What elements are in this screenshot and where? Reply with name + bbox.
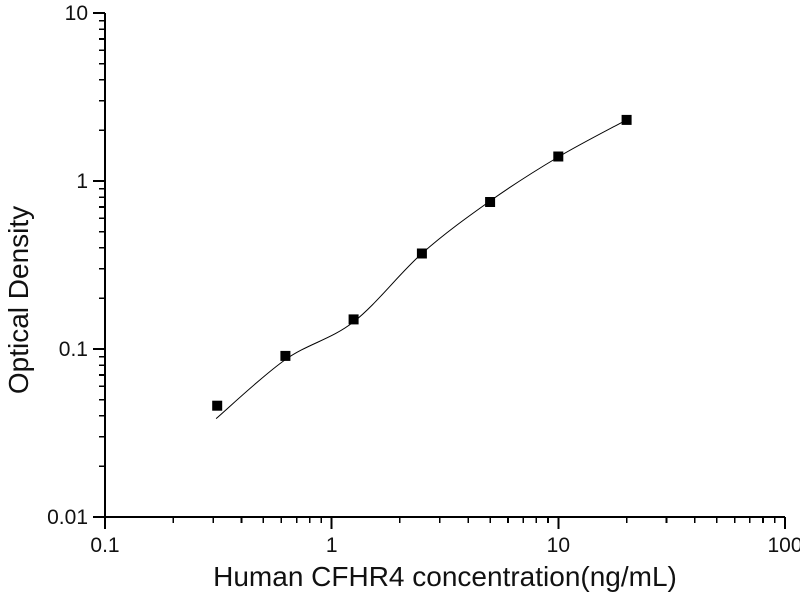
data-point-marker bbox=[553, 151, 564, 162]
x-tick-label: 1 bbox=[326, 534, 338, 557]
y-tick-label: 0.1 bbox=[59, 338, 88, 361]
data-point-marker bbox=[212, 400, 223, 411]
x-tick-label: 100 bbox=[767, 534, 800, 557]
data-point-marker bbox=[621, 114, 632, 125]
y-tick-label: 1 bbox=[76, 170, 88, 193]
y-tick-label: 10 bbox=[65, 2, 88, 25]
data-point-marker bbox=[280, 350, 291, 361]
x-tick-label: 0.1 bbox=[90, 534, 119, 557]
y-axis-title: Optical Density bbox=[3, 205, 34, 395]
data-point-marker bbox=[416, 248, 427, 259]
x-tick-label: 10 bbox=[547, 534, 570, 557]
x-axis-title: Human CFHR4 concentration(ng/mL) bbox=[213, 561, 677, 592]
fit-line bbox=[215, 119, 627, 419]
data-point-marker bbox=[485, 197, 496, 207]
data-point-marker bbox=[348, 314, 359, 325]
y-tick-label: 0.01 bbox=[47, 506, 88, 529]
